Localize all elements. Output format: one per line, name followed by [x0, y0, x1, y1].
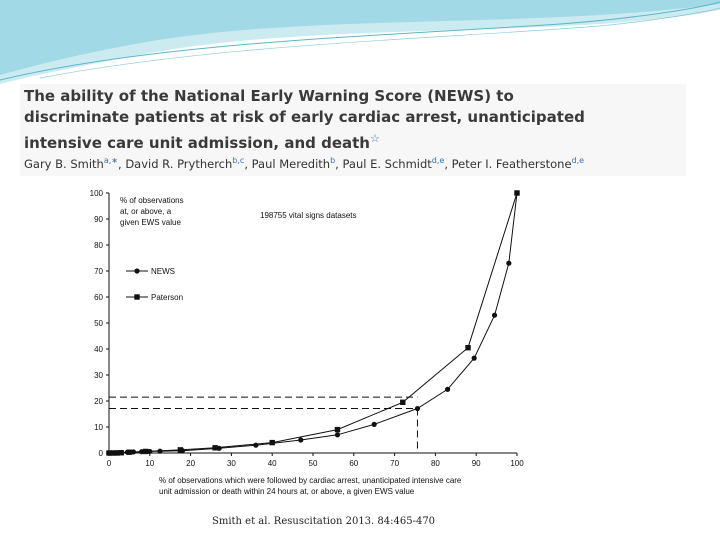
paper-authors: Gary B. Smitha,∗, David R. Prytherchb,c,… — [24, 156, 585, 171]
news-point — [371, 421, 377, 427]
paterson-point — [118, 450, 124, 456]
y-axis-label-line-2: at, or above, a — [120, 207, 172, 216]
x-tick-label: 30 — [227, 459, 236, 468]
legend-label-news: NEWS — [151, 267, 175, 276]
paterson-point — [110, 450, 116, 456]
paterson-point — [177, 447, 184, 453]
paterson-point — [114, 450, 120, 456]
x-tick-label: 70 — [390, 459, 399, 468]
author-name: Paul E. Schmidt — [342, 156, 432, 171]
news-point — [471, 355, 477, 361]
paper-title: The ability of the National Early Warnin… — [24, 86, 624, 154]
legend-label-paterson: Paterson — [151, 293, 183, 302]
news-point — [298, 437, 304, 443]
paterson-point — [143, 448, 149, 455]
author-name: Peter I. Featherstone — [451, 156, 572, 171]
y-tick-label: 20 — [94, 397, 103, 406]
paper-header-panel — [20, 84, 686, 176]
citation: Smith et al. Resuscitation 2013. 84:465-… — [212, 516, 436, 527]
news-point — [253, 442, 259, 448]
news-line — [109, 192, 518, 454]
y-tick-label: 10 — [94, 423, 103, 432]
paterson-point — [126, 449, 133, 455]
dataset-note: 198755 vital signs datasets — [260, 211, 357, 220]
x-tick-label: 50 — [309, 459, 318, 468]
paterson-point — [269, 439, 275, 446]
y-tick-label: 80 — [94, 241, 103, 250]
y-tick-label: 50 — [94, 319, 103, 328]
y-axis-label-line-3: given EWS value — [120, 218, 181, 227]
y-axis-label-line-1: % of observations — [120, 196, 184, 205]
paterson-line — [109, 192, 518, 454]
legend-marker-news — [134, 268, 140, 274]
x-tick-label: 0 — [107, 459, 112, 468]
y-tick-label: 100 — [90, 189, 104, 198]
y-tick-label: 0 — [99, 449, 104, 458]
news-point — [334, 432, 341, 438]
author-affiliation: a,∗ — [103, 156, 118, 165]
x-tick-label: 100 — [510, 459, 524, 468]
paterson-point — [106, 450, 112, 456]
author-name: Gary B. Smith — [24, 156, 104, 171]
x-tick-label: 20 — [186, 459, 195, 468]
author-name: David R. Prytherch — [125, 156, 233, 171]
y-tick-label: 90 — [94, 215, 103, 224]
news-point — [491, 312, 498, 318]
swoosh-line — [0, 1, 720, 81]
paterson-point — [212, 445, 218, 451]
swoosh-band-inner — [0, 0, 720, 75]
chart-panel — [78, 183, 535, 503]
x-tick-label: 60 — [349, 459, 358, 468]
paterson-point — [514, 190, 520, 196]
x-tick-label: 80 — [431, 459, 440, 468]
x-tick-label: 40 — [268, 459, 277, 468]
author-affiliation: b,c — [232, 156, 245, 165]
author-name: Paul Meredith — [251, 156, 331, 171]
author-affiliation: b — [330, 156, 336, 165]
y-tick-label: 40 — [94, 345, 103, 354]
legend-marker-paterson — [134, 294, 140, 300]
paterson-point — [400, 399, 406, 405]
swoosh-line-2 — [39, 7, 720, 79]
y-tick-label: 30 — [94, 371, 103, 380]
paterson-point — [465, 345, 471, 351]
paterson-point — [334, 426, 341, 433]
y-tick-label: 70 — [94, 267, 103, 276]
author-affiliation: d,e — [431, 156, 445, 165]
news-point — [506, 260, 512, 266]
author-affiliation: d,e — [571, 156, 585, 165]
x-tick-label: 90 — [472, 459, 481, 468]
decorative-header-swoosh — [0, 0, 720, 84]
paper-title-text: The ability of the National Early Warnin… — [24, 87, 585, 152]
x-axis-label-line-2: unit admission or death within 24 hours … — [159, 487, 415, 496]
news-discrimination-chart: 0 10 20 30 40 50 60 70 80 90 100 0 10 20 30 40 50 60 70 80… — [90, 189, 525, 496]
news-point — [414, 405, 421, 412]
title-footnote-mark: ☆ — [369, 132, 380, 145]
x-axis-label-line-1: % of observations which were followed by… — [159, 476, 462, 485]
y-tick-label: 60 — [94, 293, 103, 302]
x-tick-label: 10 — [145, 459, 154, 468]
news-point — [445, 386, 451, 392]
